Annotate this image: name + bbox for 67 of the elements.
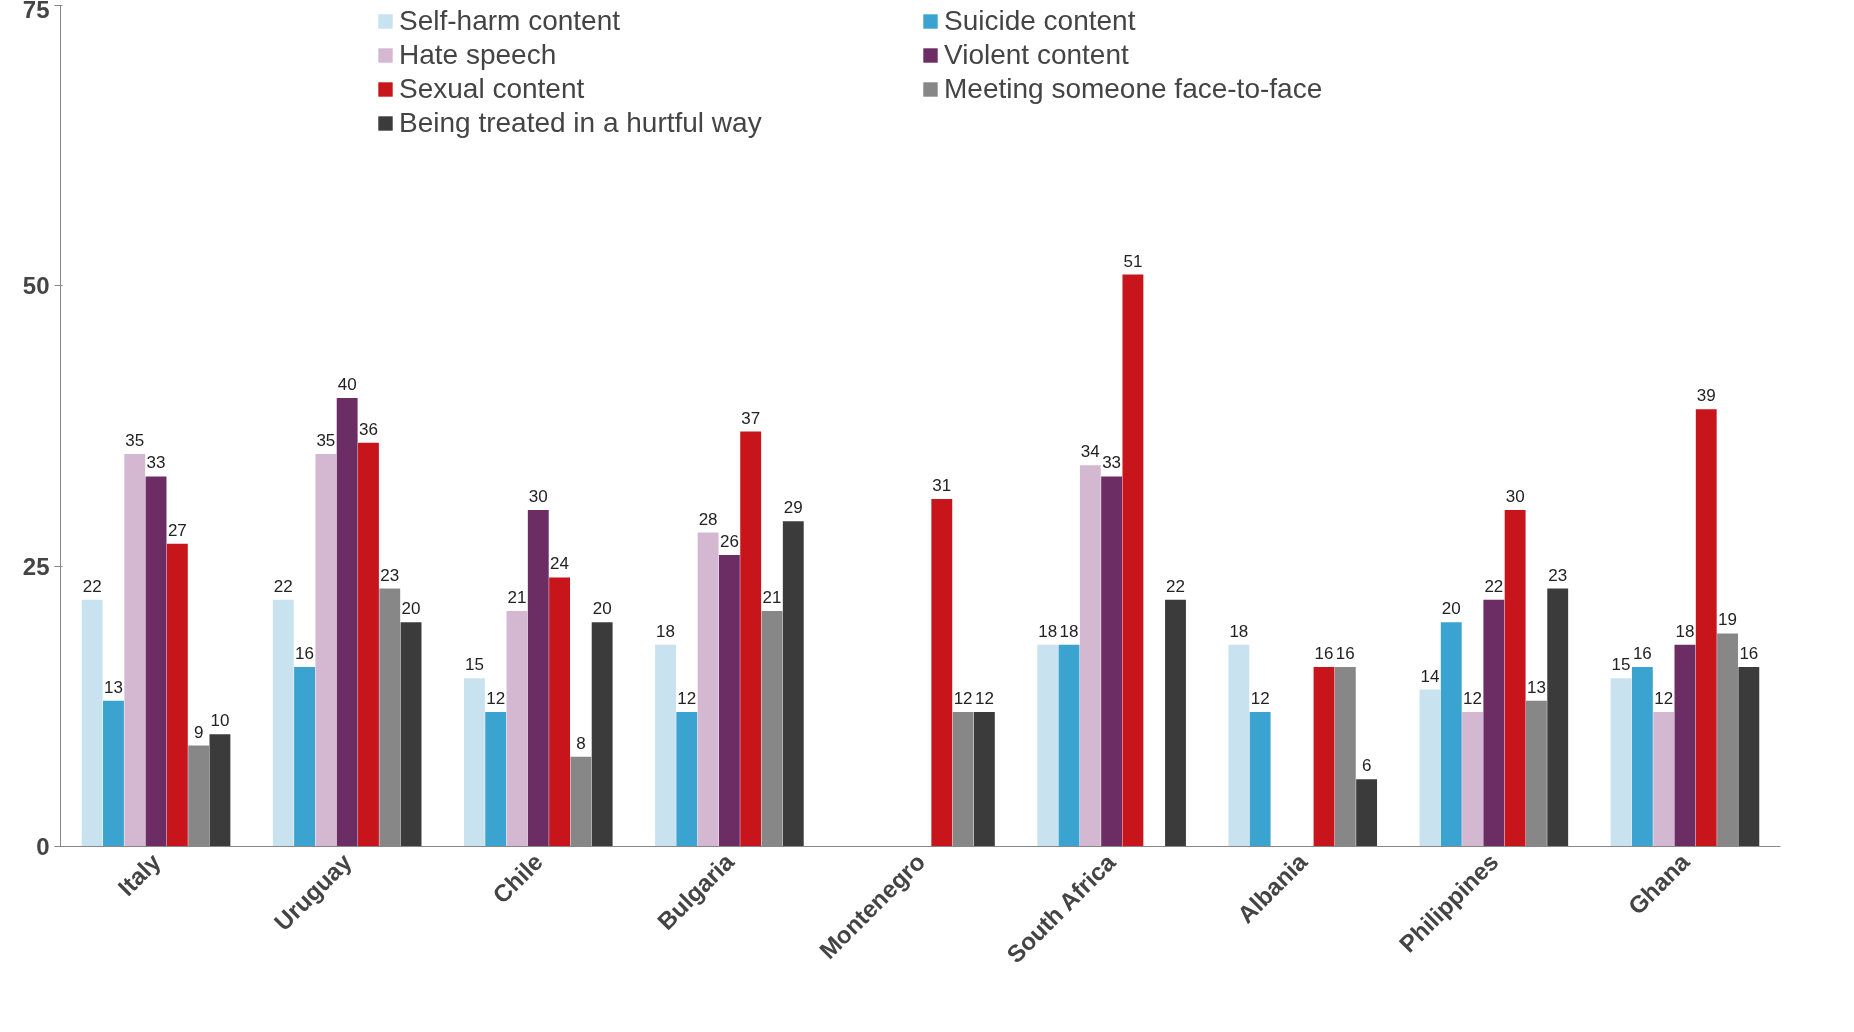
legend-label: Self-harm content [399,5,621,37]
data-label: 16 [1314,644,1334,664]
data-label: 21 [507,588,527,608]
data-label: 8 [576,733,586,753]
data-label: 31 [932,475,952,495]
data-label: 22 [1166,576,1185,596]
data-label: 21 [762,588,782,608]
data-label: 16 [1739,644,1759,664]
data-label: 35 [125,431,145,451]
data-label: 35 [316,431,336,451]
legend-label: Suicide content [944,5,1137,37]
data-label: 9 [193,722,204,742]
data-label: 18 [1229,621,1249,641]
data-label: 16 [295,644,315,664]
data-label: 16 [1335,644,1355,664]
data-label: 36 [359,419,378,439]
legend-label: Meeting someone face-to-face [944,73,1324,105]
data-label: 12 [486,688,506,708]
y-tick-label: 25 [22,552,50,580]
data-label: 22 [82,576,102,596]
data-label: 12 [1654,688,1674,708]
data-label: 18 [1059,621,1079,641]
data-label: 15 [464,655,484,675]
data-label: 30 [528,487,548,507]
data-label: 6 [1361,756,1372,776]
data-label: 33 [146,453,166,473]
y-tick-label: 0 [36,833,50,860]
data-label: 12 [1463,688,1483,708]
data-label: 10 [210,711,230,731]
data-label: 18 [1675,621,1695,641]
data-label: 33 [1102,453,1122,473]
data-label: 20 [401,599,421,619]
data-label: 30 [1505,487,1525,507]
data-label: 23 [1548,565,1568,585]
data-label: 34 [1080,442,1100,462]
data-label: 37 [741,408,761,428]
data-label: 13 [104,677,123,697]
data-label: 22 [1484,576,1504,596]
data-label: 18 [1038,621,1058,641]
legend-label: Sexual content [399,73,586,105]
data-label: 39 [1696,386,1716,406]
data-label: 15 [1611,655,1631,675]
data-label: 27 [167,520,187,540]
data-label: 22 [273,576,293,596]
data-label: 16 [1632,644,1652,664]
y-tick-label: 50 [22,272,50,300]
data-label: 12 [677,688,697,708]
data-label: 12 [974,688,994,708]
data-label: 13 [1526,677,1546,697]
y-tick-label: 75 [22,0,50,23]
data-label: 20 [592,599,612,619]
data-label: 29 [783,498,803,518]
data-label: 23 [380,565,400,585]
legend-label: Being treated in a hurtful way [399,107,763,139]
data-label: 12 [953,688,973,708]
legend-label: Violent content [944,39,1130,71]
data-label: 14 [1420,666,1440,686]
legend-label: Hate speech [399,39,558,71]
data-label: 19 [1718,610,1737,630]
data-label: 40 [337,374,357,394]
data-label: 24 [550,554,570,574]
data-label: 12 [1250,688,1270,708]
data-label: 28 [698,509,718,529]
data-label: 20 [1441,599,1461,619]
data-label: 18 [656,621,675,641]
data-label: 26 [719,531,739,551]
data-label: 51 [1123,251,1143,271]
